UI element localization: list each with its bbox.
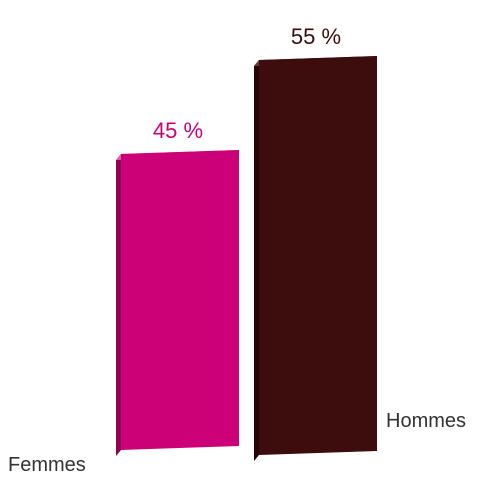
bar-hommes: [259, 56, 377, 455]
bar-side-femmes: [116, 154, 121, 456]
value-label-femmes: 45 %: [153, 118, 203, 143]
category-label-hommes: Hommes: [386, 410, 466, 432]
bar-side-hommes: [254, 60, 259, 461]
category-label-femmes: Femmes: [8, 454, 86, 476]
bars-group: [116, 56, 377, 461]
labels-group: 45 % 55 % Femmes Hommes: [8, 24, 466, 476]
value-label-hommes: 55 %: [291, 24, 341, 49]
bar-femmes: [121, 150, 239, 450]
